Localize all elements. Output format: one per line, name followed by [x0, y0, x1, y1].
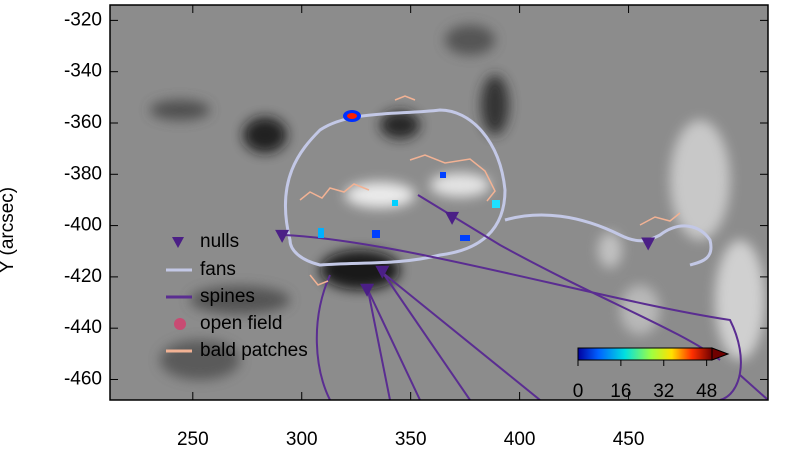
- legend-label: fans: [200, 259, 236, 280]
- colorbar-tick-label: 0: [573, 381, 584, 402]
- legend-marker: [174, 318, 186, 330]
- legend-label: bald patches: [200, 340, 308, 361]
- null-marker: [360, 283, 375, 297]
- x-tick-label: 400: [504, 429, 536, 450]
- y-tick-label: -380: [64, 163, 102, 184]
- magnetogram: [110, 5, 768, 400]
- y-tick-label: -340: [64, 61, 102, 82]
- colorbar-tick-label: 48: [696, 381, 717, 402]
- legend: nulls: [172, 231, 239, 252]
- x-tick-label: 450: [613, 429, 645, 450]
- colorbar-tick-label: 32: [653, 381, 674, 402]
- plot-frame: [109, 4, 769, 401]
- colorbar-arrow: [711, 347, 730, 361]
- x-tick-label: 300: [286, 429, 318, 450]
- y-tick-label: -360: [64, 112, 102, 133]
- x-tick-label: 350: [395, 429, 427, 450]
- y-tick-label: -400: [64, 215, 102, 236]
- legend-label: spines: [200, 286, 255, 307]
- legend-label: open field: [200, 313, 282, 334]
- null-marker: [641, 237, 656, 251]
- y-tick-label: -420: [64, 266, 102, 287]
- colorbar: [577, 347, 713, 361]
- y-tick-label: -440: [64, 317, 102, 338]
- y-axis-label: Y (arcsec): [0, 187, 18, 273]
- y-tick-label: -460: [64, 368, 102, 389]
- legend-label: nulls: [200, 231, 239, 252]
- y-tick-label: -320: [64, 9, 102, 30]
- null-marker: [445, 211, 460, 225]
- null-marker: [275, 229, 290, 243]
- x-tick-label: 250: [177, 429, 209, 450]
- colorbar-tick-label: 16: [610, 381, 631, 402]
- legend-marker: [172, 237, 184, 248]
- null-marker: [375, 265, 390, 279]
